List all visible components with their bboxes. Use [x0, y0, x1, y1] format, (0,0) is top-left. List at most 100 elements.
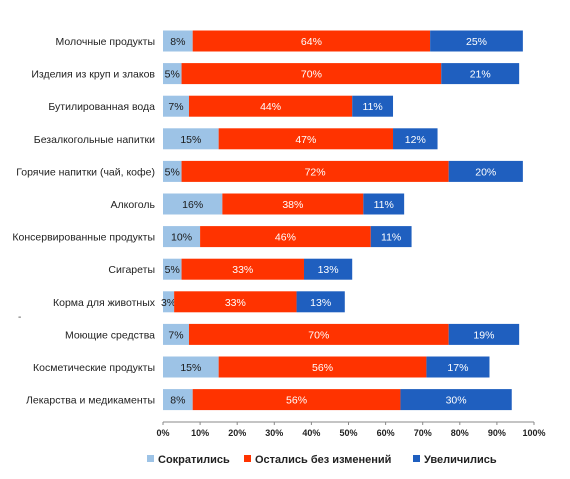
bar-segment	[222, 193, 364, 215]
category-label: Сигареты	[108, 264, 155, 276]
bar-segment	[218, 128, 394, 150]
category-label: Лекарства и медикаменты	[26, 395, 155, 407]
bar-segment	[174, 291, 297, 313]
data-label: 21%	[470, 69, 491, 81]
data-label: 38%	[282, 199, 303, 211]
bar-segment	[163, 63, 182, 85]
x-tick-label: 50%	[339, 428, 357, 438]
x-axis: 0% 10% 20% 30% 40% 50% 60% 70% 80% 90% 100%	[156, 421, 546, 438]
bar-segment	[163, 160, 182, 182]
data-label: 44%	[260, 101, 281, 113]
bar-segment	[430, 30, 523, 52]
data-label: 11%	[374, 199, 394, 211]
data-label: 25%	[466, 36, 487, 48]
data-label: 15%	[180, 362, 201, 374]
stray-dash-mark: -	[18, 312, 21, 323]
bar-segment	[188, 95, 353, 117]
data-label: 7%	[168, 101, 183, 113]
bar-segment	[163, 258, 182, 280]
bar-segment	[303, 258, 353, 280]
bar-segment	[163, 30, 193, 52]
bar-segment	[448, 160, 523, 182]
legend-swatch	[413, 455, 420, 462]
bar-segment	[441, 63, 520, 85]
data-label: 13%	[318, 264, 339, 276]
x-tick-label: 0%	[156, 428, 169, 438]
data-label: 47%	[295, 134, 316, 146]
category-label: Алкоголь	[111, 199, 156, 211]
data-label: 46%	[275, 232, 296, 244]
category-label: Молочные продукты	[56, 36, 155, 48]
data-label: 5%	[165, 69, 180, 81]
data-label: 70%	[301, 69, 322, 81]
bars-layer: Молочные продукты 8% 64% 25% Изделия из круп…	[12, 30, 523, 411]
bar-segment	[181, 258, 304, 280]
data-label: 16%	[182, 199, 203, 211]
category-label: Горячие напитки (чай, кофе)	[16, 166, 155, 178]
data-label: 20%	[475, 166, 496, 178]
x-tick-label: 80%	[451, 428, 469, 438]
x-tick-label: 20%	[228, 428, 246, 438]
bar-segment	[393, 128, 438, 150]
data-label: 12%	[405, 134, 426, 146]
data-label: 64%	[301, 36, 322, 48]
data-label: 72%	[305, 166, 326, 178]
legend-swatch	[244, 455, 251, 462]
data-label: 56%	[286, 395, 307, 407]
bar-segment	[188, 323, 449, 345]
data-label: 5%	[165, 166, 180, 178]
data-label: 11%	[362, 101, 382, 113]
bar-segment	[352, 95, 394, 117]
data-label: 11%	[381, 232, 401, 244]
data-label: 3%	[161, 297, 176, 309]
bar-segment	[163, 95, 189, 117]
bar-segment	[218, 356, 427, 378]
bar-segment	[370, 226, 412, 248]
x-tick-label: 10%	[191, 428, 209, 438]
category-label: Корма для животных	[53, 297, 156, 309]
x-tick-label: 30%	[265, 428, 283, 438]
bar-segment	[163, 356, 219, 378]
data-label: 7%	[168, 329, 183, 341]
category-label: Косметические продукты	[33, 362, 155, 374]
bar-segment	[163, 291, 175, 313]
x-tick-label: 40%	[302, 428, 320, 438]
legend-swatch	[147, 455, 154, 462]
data-label: 17%	[447, 362, 468, 374]
legend-label: Увеличились	[424, 454, 497, 466]
legend: Сократились Остались без изменений Увеличи…	[147, 454, 497, 466]
data-label: 8%	[170, 395, 185, 407]
bar-segment	[163, 389, 193, 411]
bar-segment	[163, 128, 219, 150]
category-label: Моющие средства	[65, 329, 155, 341]
x-tick-label: 90%	[488, 428, 506, 438]
bar-segment	[426, 356, 490, 378]
data-label: 5%	[165, 264, 180, 276]
bar-segment	[296, 291, 345, 313]
bar-segment	[163, 323, 189, 345]
data-label: 19%	[473, 329, 494, 341]
data-label: 15%	[180, 134, 201, 146]
data-label: 10%	[171, 232, 192, 244]
legend-label: Остались без изменений	[255, 454, 391, 466]
x-tick-label: 70%	[414, 428, 432, 438]
category-label: Изделия из круп и злаков	[31, 69, 155, 81]
bar-segment	[400, 389, 512, 411]
category-label: Безалкогольные напитки	[34, 134, 155, 146]
legend-label: Сократились	[158, 454, 230, 466]
x-tick-label: 100%	[522, 428, 545, 438]
data-label: 33%	[225, 297, 246, 309]
bar-segment	[163, 226, 201, 248]
category-label: Консервированные продукты	[12, 232, 155, 244]
bar-segment	[192, 30, 431, 52]
bar-segment	[181, 160, 449, 182]
category-label: Бутилированная вода	[48, 101, 155, 113]
bar-segment	[363, 193, 405, 215]
data-label: 33%	[232, 264, 253, 276]
bar-segment	[448, 323, 520, 345]
data-label: 13%	[310, 297, 331, 309]
bar-segment	[200, 226, 371, 248]
bar-segment	[192, 389, 401, 411]
bar-segment	[181, 63, 442, 85]
